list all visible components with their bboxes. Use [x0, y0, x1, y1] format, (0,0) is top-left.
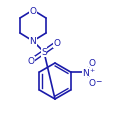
Text: S: S [41, 48, 47, 57]
Text: O: O [54, 39, 60, 48]
Text: O: O [30, 6, 36, 15]
Text: +: + [89, 67, 95, 72]
Text: O: O [88, 78, 95, 87]
Text: −: − [95, 76, 102, 85]
Text: N: N [30, 37, 36, 46]
Text: N: N [82, 68, 89, 77]
Text: O: O [88, 58, 95, 67]
Text: O: O [27, 57, 35, 66]
